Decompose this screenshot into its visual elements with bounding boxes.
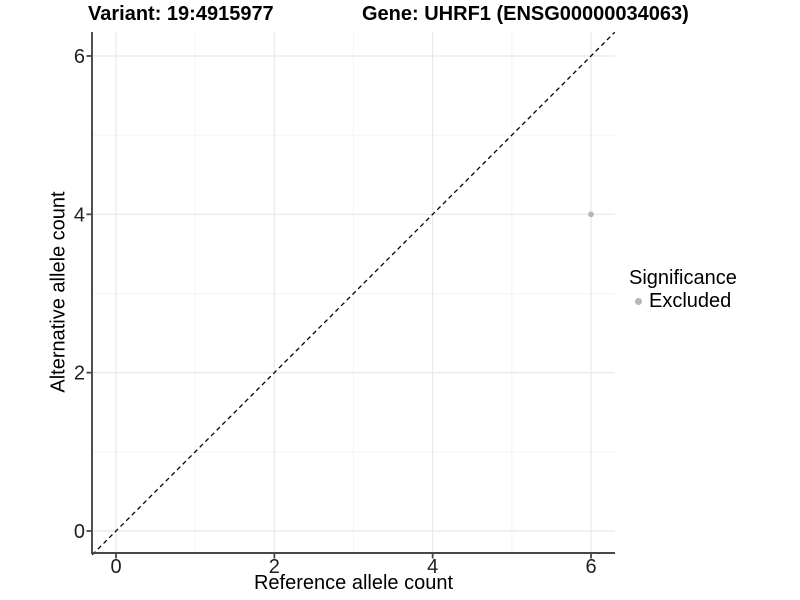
legend-title: Significance — [629, 267, 737, 289]
plot-title-gene: Gene: UHRF1 (ENSG00000034063) — [362, 3, 689, 25]
legend: Significance Excluded — [629, 267, 737, 313]
legend-item-excluded: Excluded — [629, 290, 737, 313]
x-axis-title: Reference allele count — [253, 572, 453, 594]
y-tick-label: 2 — [74, 363, 85, 385]
y-tick-label: 0 — [74, 521, 85, 543]
y-tick-label: 4 — [74, 204, 85, 226]
identity-line — [91, 31, 616, 556]
y-tick-label: 6 — [74, 46, 85, 68]
x-tick-label: 6 — [585, 556, 596, 578]
x-tick-label: 4 — [427, 556, 438, 578]
plot-title-variant: Variant: 19:4915977 — [88, 3, 274, 25]
legend-item-label: Excluded — [649, 290, 732, 312]
legend-marker-circle-icon — [635, 298, 642, 305]
y-axis-title: Alternative allele count — [47, 191, 70, 393]
x-tick-label: 2 — [269, 556, 280, 578]
data-point — [588, 211, 594, 218]
x-tick-label: 0 — [110, 556, 121, 578]
